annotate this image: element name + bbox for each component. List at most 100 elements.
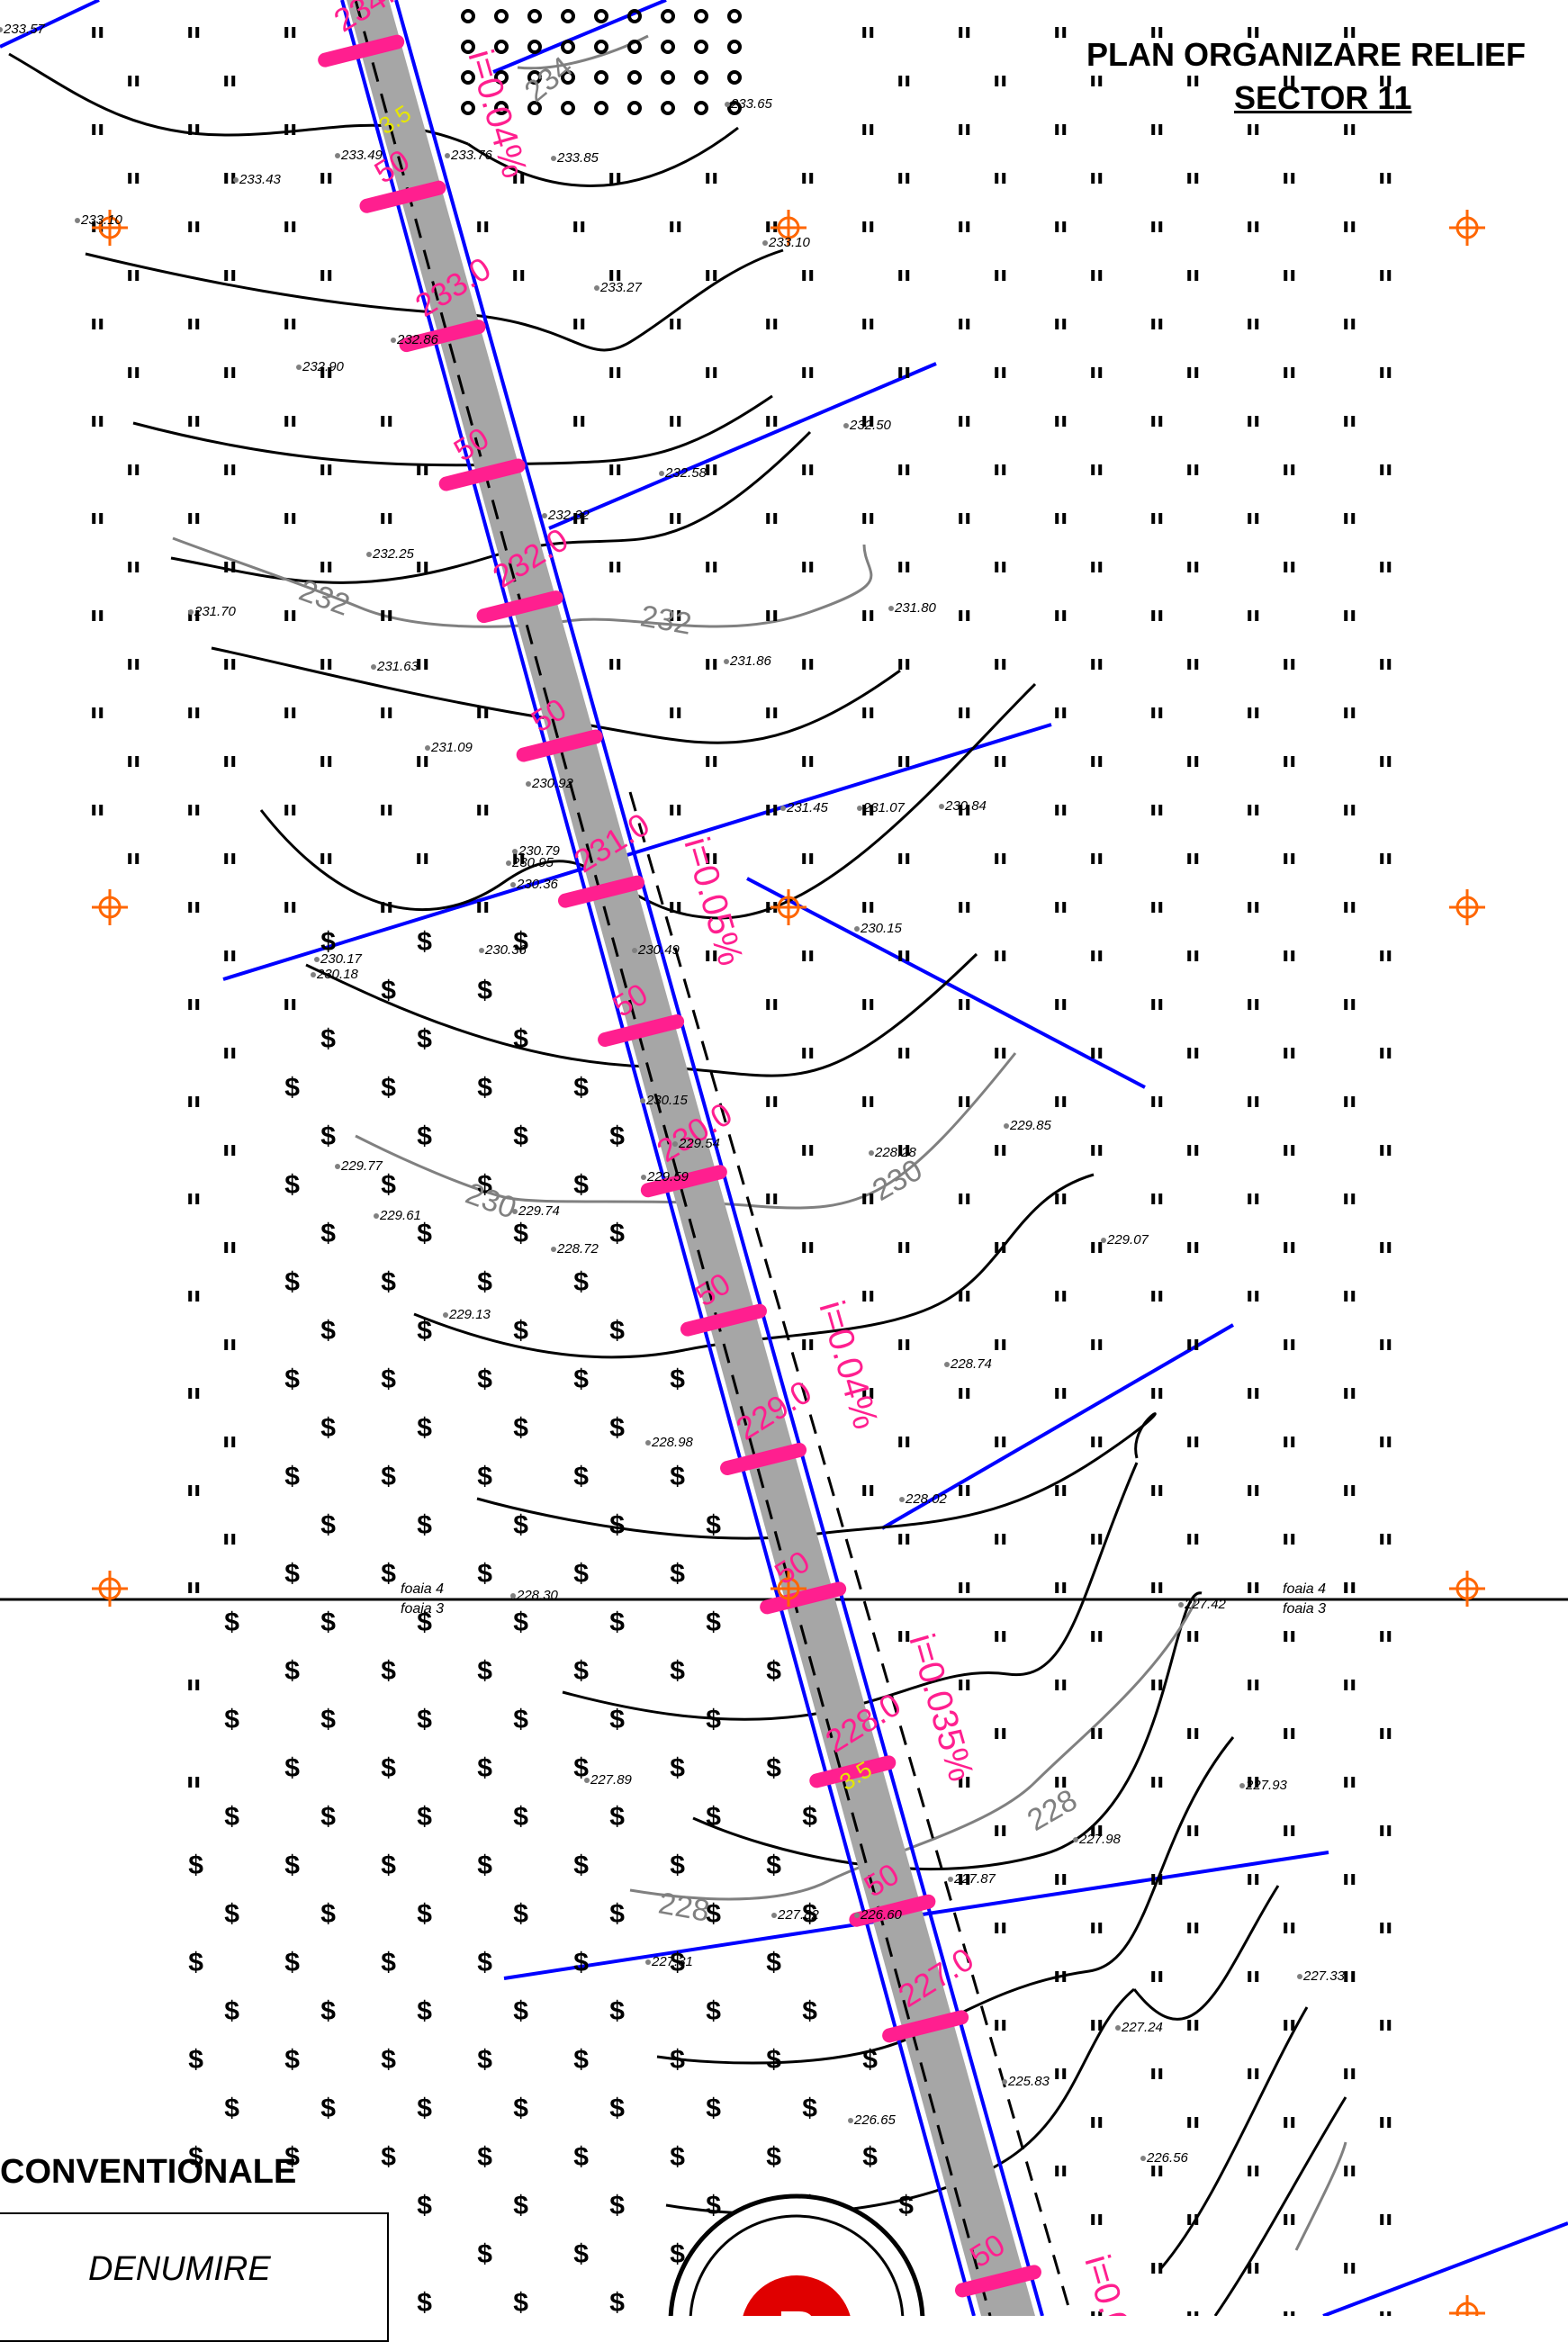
grass-symbol	[670, 902, 681, 913]
grass-stroke	[195, 513, 200, 524]
grass-stroke	[862, 1388, 867, 1399]
half-station-tick	[760, 1581, 847, 1615]
marsh-symbol: $	[284, 2045, 300, 2075]
grass-stroke	[477, 707, 482, 718]
grass-stroke	[135, 173, 140, 184]
grass-stroke	[388, 416, 392, 427]
grass-stroke	[1151, 416, 1156, 427]
grass-stroke	[766, 221, 770, 232]
contour-line	[1132, 1885, 1280, 2021]
grass-stroke	[1255, 1194, 1259, 1204]
grass-symbol	[995, 1825, 1006, 1836]
plan-title: PLAN ORGANIZARE RELIEF	[1086, 36, 1527, 73]
grass-symbol	[1187, 1534, 1199, 1545]
grass-stroke	[1055, 1388, 1059, 1399]
grass-stroke	[1062, 1194, 1067, 1204]
grass-symbol	[1091, 659, 1103, 670]
grass-symbol	[1151, 1582, 1163, 1593]
grass-stroke	[773, 1194, 778, 1204]
grass-stroke	[231, 1242, 236, 1253]
spot-height-label: 227.31	[651, 1954, 693, 1969]
grass-symbol	[862, 1485, 874, 1496]
grass-stroke	[862, 124, 867, 135]
grass-stroke	[1291, 1145, 1295, 1156]
grass-stroke	[1098, 2020, 1103, 2031]
grass-symbol	[1248, 1971, 1259, 1982]
swamp-circle	[627, 40, 642, 54]
spot-height-label: 228.72	[556, 1241, 599, 1257]
grass-stroke	[1091, 1339, 1095, 1350]
grass-stroke	[1255, 902, 1259, 913]
marsh-symbol: $	[477, 1559, 492, 1589]
grass-stroke	[231, 173, 236, 184]
grass-stroke	[1187, 76, 1192, 86]
grass-symbol	[1091, 756, 1103, 767]
grass-stroke	[195, 1096, 200, 1107]
grass-stroke	[188, 1680, 193, 1690]
grass-stroke	[1351, 1874, 1356, 1885]
grass-symbol	[477, 805, 489, 815]
grass-symbol	[766, 416, 778, 427]
grass-stroke	[898, 659, 903, 670]
grass-stroke	[128, 562, 132, 572]
grass-stroke	[1291, 659, 1295, 670]
grass-stroke	[188, 1485, 193, 1496]
grass-stroke	[670, 416, 674, 427]
grass-symbol	[320, 367, 332, 378]
grass-symbol	[284, 221, 296, 232]
swamp-circle	[527, 40, 542, 54]
spot-height-dot	[640, 1098, 645, 1103]
grass-stroke	[292, 610, 296, 621]
marsh-symbol: $	[670, 1365, 685, 1394]
swamp-circle	[627, 101, 642, 115]
grass-stroke	[1248, 27, 1252, 38]
grass-stroke	[1344, 805, 1348, 815]
spot-height-label: 232.90	[302, 359, 345, 374]
spot-height-dot	[854, 926, 860, 932]
grass-stroke	[1062, 999, 1067, 1010]
grass-symbol	[898, 1437, 910, 1447]
grass-stroke	[773, 1096, 778, 1107]
grass-stroke	[99, 124, 104, 135]
spot-height-label: 227.82	[777, 1907, 820, 1923]
legend-column-header: DENUMIRE	[88, 2250, 271, 2288]
grass-stroke	[1098, 1728, 1103, 1739]
grass-stroke	[870, 707, 874, 718]
grass-symbol	[1055, 1388, 1067, 1399]
marsh-symbol: $	[862, 2142, 878, 2172]
marsh-symbol: $	[706, 1608, 721, 1637]
grass-stroke	[1255, 513, 1259, 524]
grass-stroke	[1351, 513, 1356, 524]
grass-symbol	[224, 464, 236, 475]
grass-stroke	[1344, 707, 1348, 718]
grass-symbol	[1055, 513, 1067, 524]
grass-stroke	[1194, 659, 1199, 670]
swamp-circle	[727, 40, 742, 54]
sector-title: SECTOR 11	[1234, 79, 1412, 116]
marsh-symbol: $	[609, 1705, 625, 1734]
grass-symbol	[128, 464, 140, 475]
grass-stroke	[809, 853, 814, 864]
grass-stroke	[1151, 1680, 1156, 1690]
spot-height-dot	[724, 659, 729, 664]
grass-stroke	[1351, 999, 1356, 1010]
grass-stroke	[966, 513, 970, 524]
grass-stroke	[1194, 1923, 1199, 1933]
grass-stroke	[766, 902, 770, 913]
grass-symbol	[1187, 1048, 1199, 1058]
grass-stroke	[1194, 2020, 1199, 2031]
grass-stroke	[706, 659, 710, 670]
grass-stroke	[1055, 805, 1059, 815]
grass-stroke	[706, 367, 710, 378]
grass-stroke	[188, 513, 193, 524]
swamp-circle	[494, 101, 509, 115]
grass-symbol	[1284, 756, 1295, 767]
spot-height-label: 230.17	[320, 951, 363, 967]
grass-stroke	[1255, 124, 1259, 135]
grass-stroke	[1158, 1971, 1163, 1982]
marsh-symbol: $	[670, 2239, 685, 2269]
grass-stroke	[1380, 1534, 1384, 1545]
grass-symbol	[1151, 221, 1163, 232]
grass-symbol	[381, 805, 392, 815]
grass-stroke	[870, 319, 874, 329]
